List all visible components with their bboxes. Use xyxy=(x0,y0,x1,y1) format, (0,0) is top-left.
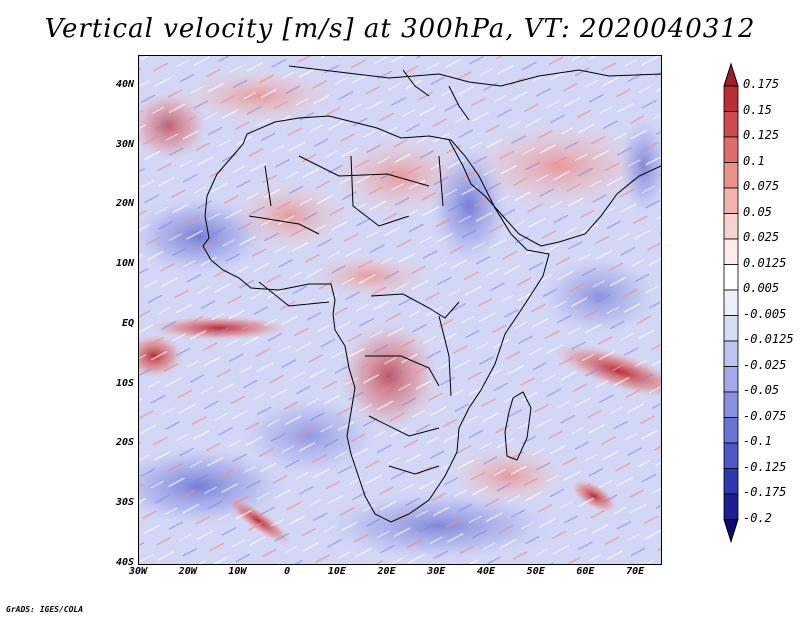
lat-tick-label: 40S xyxy=(115,557,134,568)
map-panel[interactable] xyxy=(138,55,662,565)
lon-tick-label: 70E xyxy=(626,566,645,577)
colorbar-swatch xyxy=(723,340,739,367)
colorbar-swatch xyxy=(723,264,739,291)
lat-tick-label: EQ xyxy=(121,317,134,329)
lon-tick-label: 10E xyxy=(327,566,346,577)
colorbar-label: -0.2 xyxy=(743,510,772,525)
lon-tick-label: 50E xyxy=(526,566,545,577)
colorbar-label: -0.025 xyxy=(743,357,787,372)
lat-tick-label: 20S xyxy=(115,437,134,449)
colorbar-swatch xyxy=(723,85,739,112)
colorbar-swatch xyxy=(723,417,739,444)
lat-tick-label: 20N xyxy=(115,198,134,210)
colorbar-label: 0.125 xyxy=(743,128,780,142)
colorbar-swatch xyxy=(723,391,739,418)
lat-tick-label: 30S xyxy=(115,497,134,509)
colorbar-swatch xyxy=(723,289,739,316)
lon-tick-label: 40E xyxy=(476,566,496,577)
colorbar-swatch xyxy=(723,442,739,469)
colorbar-label: 0.0125 xyxy=(743,255,787,270)
colorbar-label: -0.1 xyxy=(743,434,772,448)
colorbar-label: 0.005 xyxy=(743,281,780,295)
colorbar-swatch xyxy=(723,187,739,214)
colorbar-label: 0.175 xyxy=(743,77,780,91)
velocity-field-map xyxy=(139,56,661,564)
plot-title: Vertical velocity [m/s] at 300hPa, VT: 2… xyxy=(44,14,756,44)
colorbar-swatch xyxy=(723,315,739,342)
lat-tick-label: 10S xyxy=(115,377,134,389)
colorbar xyxy=(723,62,739,544)
colorbar-swatch xyxy=(723,238,739,265)
colorbar-label: 0.1 xyxy=(743,153,765,168)
colorbar-label: -0.175 xyxy=(743,485,787,499)
colorbar-label: 0.15 xyxy=(743,102,772,117)
colorbar-label: 0.025 xyxy=(743,230,780,244)
colorbar-label: -0.005 xyxy=(743,306,787,321)
coastlines xyxy=(202,65,661,523)
lat-tick-label: 30N xyxy=(115,138,134,150)
lon-tick-label: 20W xyxy=(178,566,197,577)
colorbar-swatch xyxy=(723,468,739,495)
colorbar-bottom-arrow xyxy=(723,519,739,544)
colorbar-swatch xyxy=(723,366,739,393)
colorbar-swatch xyxy=(723,111,739,138)
colorbar-label: -0.05 xyxy=(743,383,780,397)
colorbar-label: -0.075 xyxy=(743,408,787,423)
colorbar-top-arrow xyxy=(723,62,739,87)
lat-tick-label: 10N xyxy=(115,258,134,270)
colorbar-swatch xyxy=(723,213,739,240)
lon-tick-label: 0 xyxy=(284,566,291,577)
lon-tick-label: 30W xyxy=(128,566,148,577)
lat-tick-label: 40N xyxy=(115,78,134,90)
colorbar-label: 0.05 xyxy=(743,204,772,219)
colorbar-swatch xyxy=(723,493,739,520)
lon-tick-label: 60E xyxy=(576,566,595,577)
colorbar-label: -0.125 xyxy=(743,459,787,474)
colorbar-swatch xyxy=(723,162,739,189)
lon-tick-label: 10W xyxy=(228,566,247,577)
colorbar-swatch xyxy=(723,136,739,163)
lon-tick-label: 20E xyxy=(377,566,396,577)
colorbar-label: 0.075 xyxy=(743,179,780,193)
colorbar-label: -0.0125 xyxy=(743,332,794,346)
grads-credit: GrADS: IGES/COLA xyxy=(6,605,84,614)
lon-tick-label: 30E xyxy=(427,566,446,577)
